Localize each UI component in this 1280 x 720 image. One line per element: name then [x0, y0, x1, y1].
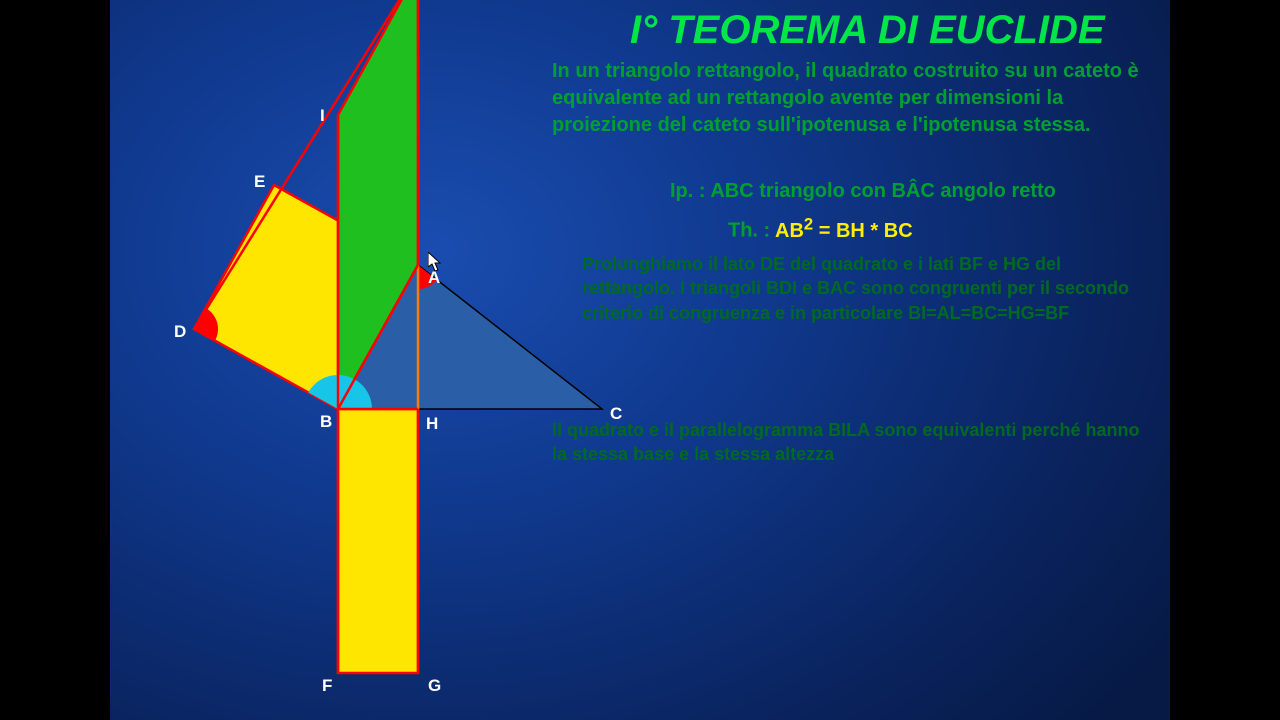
label-G: G: [428, 676, 441, 695]
label-C: C: [610, 404, 622, 423]
label-F: F: [322, 676, 332, 695]
slide-stage: I° TEOREMA DI EUCLIDE In un triangolo re…: [110, 0, 1170, 720]
label-B: B: [320, 412, 332, 431]
rectangle-BHGF: [338, 409, 418, 673]
label-I: I: [320, 106, 325, 125]
label-H: H: [426, 414, 438, 433]
label-E: E: [254, 172, 265, 191]
geometry-figure: ABCHDEILFG: [110, 0, 1170, 720]
label-A: A: [428, 268, 440, 287]
label-D: D: [174, 322, 186, 341]
